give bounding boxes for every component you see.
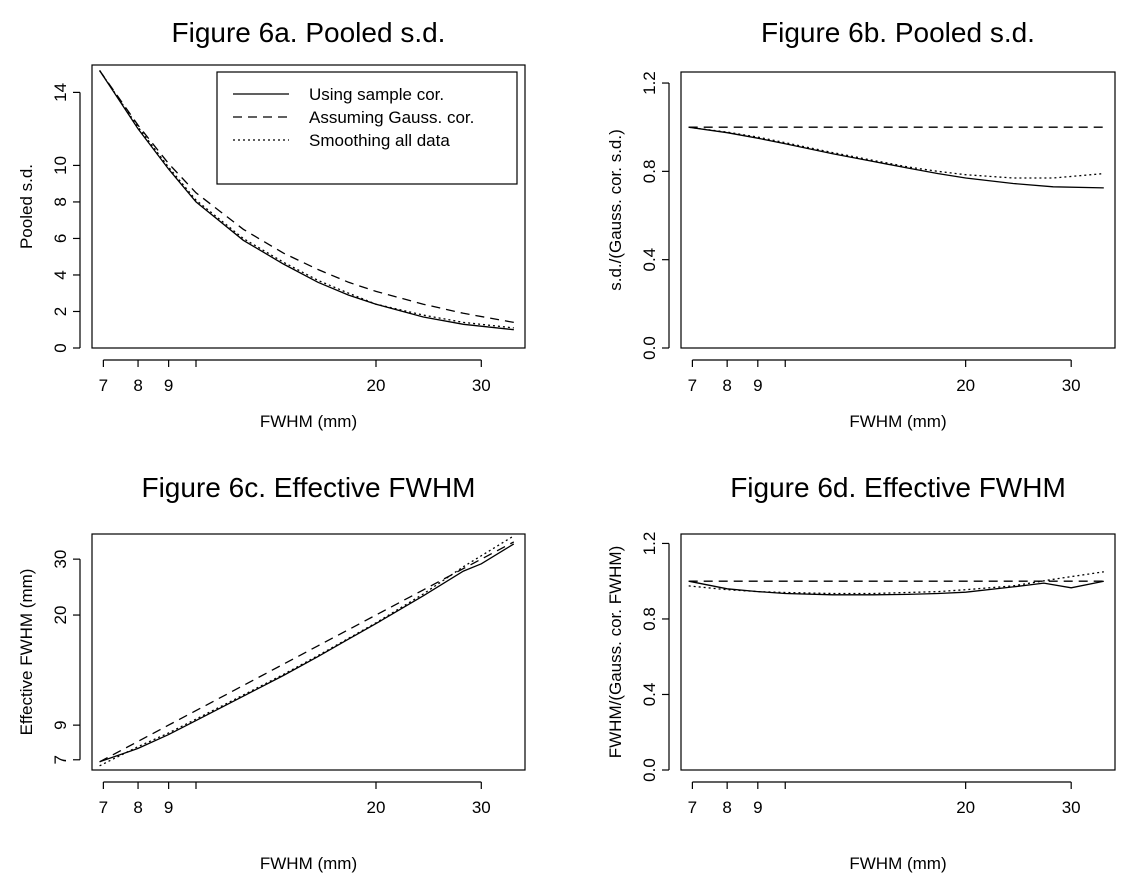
fig6d-y-tick-label: 0.4: [640, 683, 659, 707]
fig6c-plot-frame: [91, 533, 526, 771]
fig6d-panel: Figure 6d. Effective FWHM 7 8 9 20 30 0.0 0.4 0.…: [606, 472, 1116, 873]
legend-entry-label: Using sample cor.: [309, 85, 444, 104]
fig6a-series-dotted: [99, 70, 514, 329]
fig6d-y-axis-label: FWHM/(Gauss. cor. FWHM): [606, 546, 625, 758]
fig6a-x-tick-label: 9: [164, 376, 173, 395]
fig6a-y-tick-label: 14: [51, 83, 70, 102]
fig6a-y-tick-label: 2: [51, 307, 70, 316]
fig6b-x-tick-label: 7: [688, 376, 697, 395]
fig6a-series-solid: [99, 70, 514, 331]
fig6c-y-tick-label: 9: [51, 720, 70, 729]
fig6a-series-dashed: [99, 70, 514, 324]
fig6d-series-dotted: [688, 571, 1104, 595]
fig6b-panel: Figure 6b. Pooled s.d. 7 8 9 20 30 0.0 0.4 0.8 1.…: [606, 17, 1116, 431]
fig6c-x-tick-label: 30: [472, 798, 491, 817]
fig6b-y-tick-label: 0.8: [640, 160, 659, 184]
fig6b-series-solid: [688, 126, 1104, 189]
fig6a-y-tick-label: 10: [51, 156, 70, 175]
fig6d-x-tick-label: 7: [688, 798, 697, 817]
fig6c-series-dotted: [99, 535, 515, 767]
fig6c-title: Figure 6c. Effective FWHM: [141, 472, 475, 503]
fig6c-y-tick-label: 20: [51, 606, 70, 625]
fig6c-y-axis-label: Effective FWHM (mm): [17, 569, 36, 736]
fig6c-x-tick-label: 20: [367, 798, 386, 817]
fig6d-x-axis-label: FWHM (mm): [849, 854, 946, 873]
fig6a-x-axis-label: FWHM (mm): [260, 412, 357, 431]
fig6c-x-tick-label: 9: [164, 798, 173, 817]
fig6c-x-tick-label: 8: [133, 798, 142, 817]
legend-box: [216, 71, 518, 185]
fig6a-title: Figure 6a. Pooled s.d.: [172, 17, 446, 48]
legend-entry-label: Smoothing all data: [309, 131, 450, 150]
fig6a-x-tick-label: 8: [133, 376, 142, 395]
fig6d-series-solid: [688, 580, 1104, 596]
legend-entry-label: Assuming Gauss. cor.: [309, 108, 474, 127]
fig6b-x-tick-label: 8: [722, 376, 731, 395]
fig6c-y-tick-label: 7: [51, 755, 70, 764]
fig6b-plot-frame: [680, 71, 1116, 349]
fig6a-panel: Figure 6a. Pooled s.d. 7 8 9 20 30 0 2 4 6 8 10 14 FW…: [17, 17, 526, 431]
fig6d-y-tick-label: 0.0: [640, 758, 659, 782]
fig6b-y-axis-label: s.d./(Gauss. cor. s.d.): [606, 129, 625, 291]
fig6b-y-tick-label: 0.0: [640, 336, 659, 360]
fig6c-panel: Figure 6c. Effective FWHM 7 8 9 20 30 7 9 20 30 FW…: [17, 472, 526, 873]
fig6b-y-tick-label: 0.4: [640, 248, 659, 272]
fig6b-y-tick-label: 1.2: [640, 71, 659, 95]
fig6b-series-dotted: [688, 126, 1104, 179]
fig6c-series-dashed: [99, 541, 515, 763]
fig6b-title: Figure 6b. Pooled s.d.: [761, 17, 1035, 48]
fig6d-plot-frame: [680, 533, 1116, 771]
fig6a-x-tick-label: 7: [99, 376, 108, 395]
fig6d-title: Figure 6d. Effective FWHM: [730, 472, 1066, 503]
fig6d-x-tick-label: 20: [956, 798, 975, 817]
fig6c-x-tick-label: 7: [99, 798, 108, 817]
fig6b-x-tick-label: 20: [956, 376, 975, 395]
fig6a-y-tick-label: 6: [51, 234, 70, 243]
fig6a-x-tick-label: 20: [367, 376, 386, 395]
fig6d-y-tick-label: 0.8: [640, 607, 659, 631]
fig6d-x-tick-label: 8: [722, 798, 731, 817]
fig6a-plot-frame: [91, 64, 526, 349]
fig6b-x-axis-label: FWHM (mm): [849, 412, 946, 431]
fig6d-x-tick-label: 9: [753, 798, 762, 817]
fig6a-y-tick-label: 4: [51, 270, 70, 279]
fig6a-y-tick-label: 0: [51, 343, 70, 352]
fig6d-y-tick-label: 1.2: [640, 532, 659, 556]
fig6a-x-tick-label: 30: [472, 376, 491, 395]
fig6c-x-axis-label: FWHM (mm): [260, 854, 357, 873]
fig6d-x-tick-label: 30: [1062, 798, 1081, 817]
fig6a-legend: Using sample cor. Assuming Gauss. cor. Smo…: [216, 71, 518, 185]
fig6b-x-tick-label: 30: [1062, 376, 1081, 395]
fig6a-y-axis-label: Pooled s.d.: [17, 164, 36, 249]
fig6b-x-tick-label: 9: [753, 376, 762, 395]
fig6c-series-solid: [99, 543, 515, 763]
fig6c-y-tick-label: 30: [51, 550, 70, 569]
fig6a-y-tick-label: 8: [51, 197, 70, 206]
